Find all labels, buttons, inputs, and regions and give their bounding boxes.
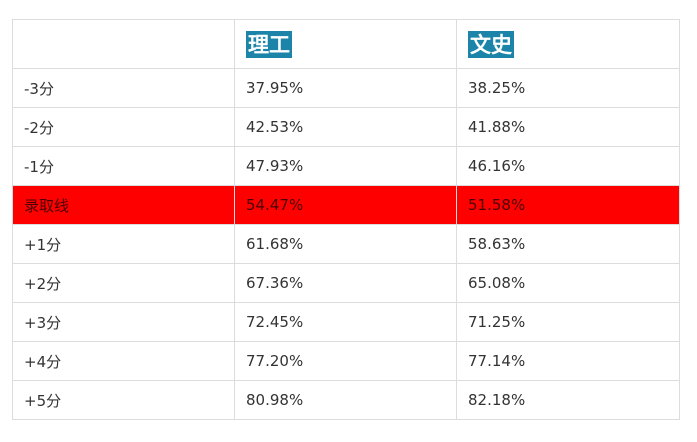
table-row: +1分 61.68% 58.63% bbox=[12, 224, 680, 264]
humanities-rate: 46.16% bbox=[456, 146, 680, 186]
science-rate: 47.93% bbox=[234, 146, 457, 186]
header-label-humanities: 文史 bbox=[468, 30, 514, 58]
table-row: -1分 47.93% 46.16% bbox=[12, 146, 680, 186]
row-label: +1分 bbox=[12, 224, 235, 264]
humanities-rate: 82.18% bbox=[456, 380, 680, 420]
table-row: -2分 42.53% 41.88% bbox=[12, 107, 680, 147]
header-cell-humanities: 文史 bbox=[456, 19, 680, 69]
header-cell-science: 理工 bbox=[234, 19, 457, 69]
row-label: +5分 bbox=[12, 380, 235, 420]
science-rate: 61.68% bbox=[234, 224, 457, 264]
table-row: +4分 77.20% 77.14% bbox=[12, 341, 680, 381]
header-label-science: 理工 bbox=[246, 30, 292, 58]
science-rate: 37.95% bbox=[234, 68, 457, 108]
score-table: 理工 文史 -3分 37.95% 38.25% -2分 42.53% 41.88… bbox=[12, 19, 680, 420]
humanities-rate: 41.88% bbox=[456, 107, 680, 147]
row-label: -2分 bbox=[12, 107, 235, 147]
row-label: +4分 bbox=[12, 341, 235, 381]
row-label: +2分 bbox=[12, 263, 235, 303]
science-rate: 67.36% bbox=[234, 263, 457, 303]
row-label: 录取线 bbox=[12, 185, 235, 225]
row-label: +3分 bbox=[12, 302, 235, 342]
row-label: -1分 bbox=[12, 146, 235, 186]
row-label: -3分 bbox=[12, 68, 235, 108]
humanities-rate: 71.25% bbox=[456, 302, 680, 342]
humanities-rate: 58.63% bbox=[456, 224, 680, 264]
humanities-rate: 65.08% bbox=[456, 263, 680, 303]
table-row: +2分 67.36% 65.08% bbox=[12, 263, 680, 303]
science-rate: 42.53% bbox=[234, 107, 457, 147]
table-row: +3分 72.45% 71.25% bbox=[12, 302, 680, 342]
humanities-rate: 51.58% bbox=[456, 185, 680, 225]
science-rate: 72.45% bbox=[234, 302, 457, 342]
humanities-rate: 77.14% bbox=[456, 341, 680, 381]
science-rate: 80.98% bbox=[234, 380, 457, 420]
table-row: +5分 80.98% 82.18% bbox=[12, 380, 680, 420]
admission-line-row: 录取线 54.47% 51.58% bbox=[12, 185, 680, 225]
score-table-container: 理工 文史 -3分 37.95% 38.25% -2分 42.53% 41.88… bbox=[12, 19, 680, 420]
table-header-row: 理工 文史 bbox=[12, 19, 680, 69]
header-empty-cell bbox=[12, 19, 235, 69]
science-rate: 77.20% bbox=[234, 341, 457, 381]
table-row: -3分 37.95% 38.25% bbox=[12, 68, 680, 108]
science-rate: 54.47% bbox=[234, 185, 457, 225]
humanities-rate: 38.25% bbox=[456, 68, 680, 108]
